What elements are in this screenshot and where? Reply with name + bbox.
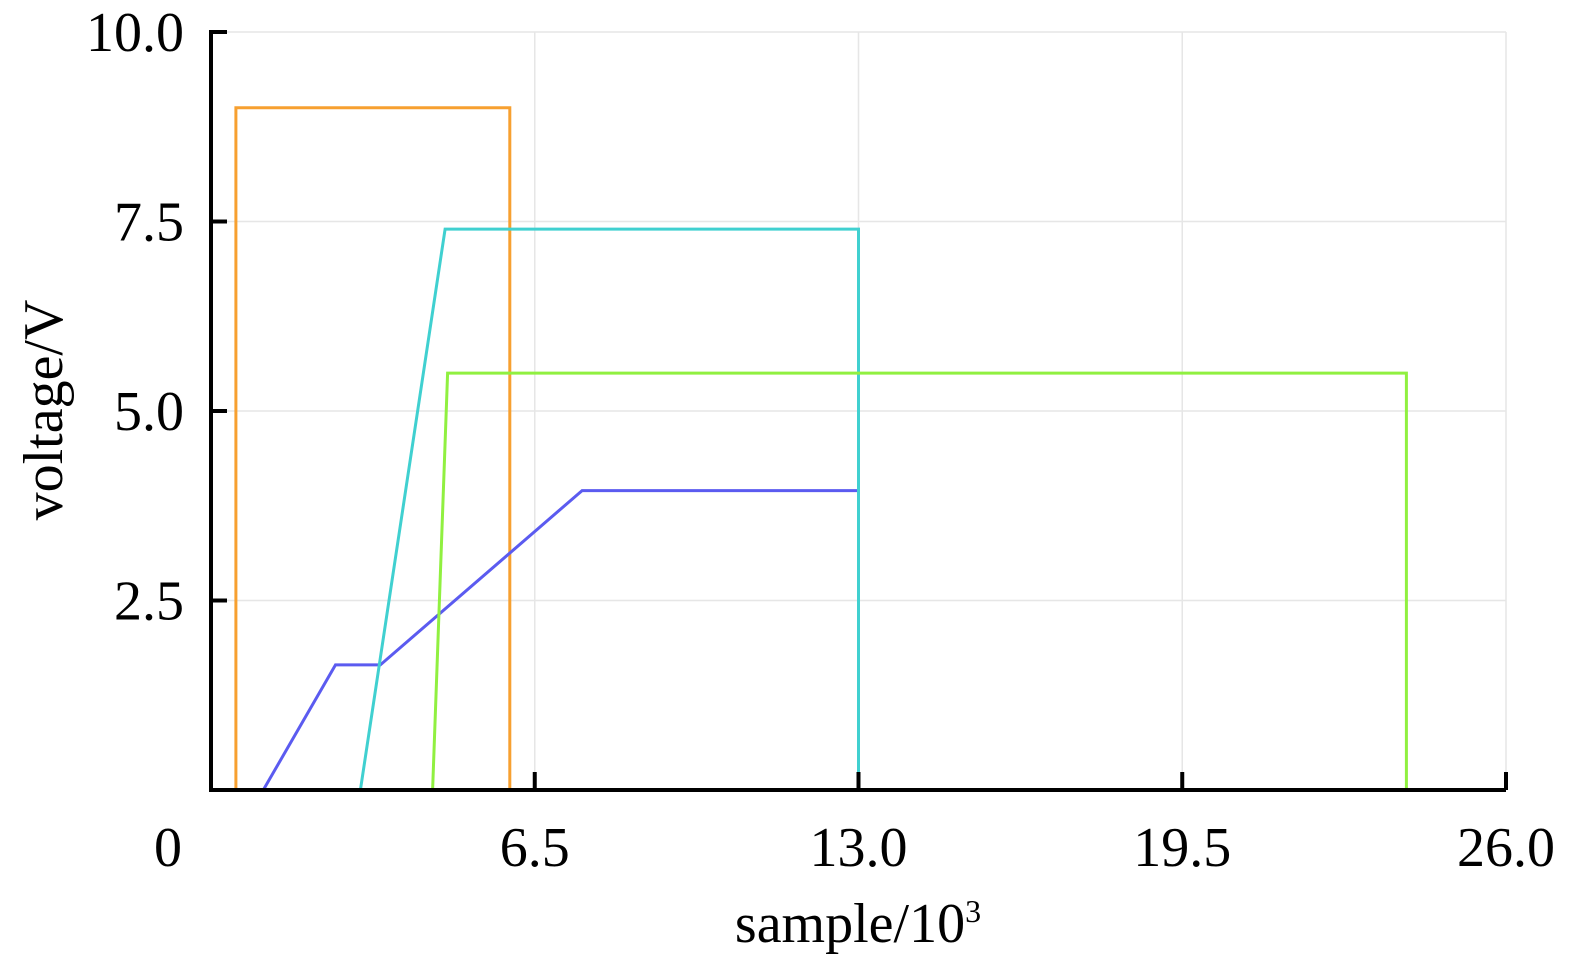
x-axis-label-superscript: 3 (965, 893, 981, 929)
x-tick-label: 6.5 (500, 817, 570, 879)
tick-labels: 0 6.5 13.0 19.5 26.0 2.5 5.0 7.5 10.0 (86, 2, 1555, 879)
series-line-3 (358, 227, 860, 791)
y-tick-label: 2.5 (114, 571, 184, 633)
x-tick-label: 19.5 (1133, 817, 1231, 879)
y-axis-label: voltage/V (13, 300, 75, 521)
series-group (234, 106, 1408, 791)
series-line-4 (431, 371, 1408, 791)
x-tick-label: 13.0 (810, 817, 908, 879)
x-axis-label: sample/103 (735, 893, 981, 955)
ticks (211, 30, 1508, 790)
series-line-2 (262, 489, 860, 791)
series-line-1 (234, 106, 512, 790)
x-tick-label: 26.0 (1457, 817, 1555, 879)
y-tick-label: 7.5 (114, 192, 184, 254)
y-tick-label: 10.0 (86, 2, 184, 64)
y-tick-label: 5.0 (114, 381, 184, 443)
x-tick-label: 0 (154, 817, 182, 879)
